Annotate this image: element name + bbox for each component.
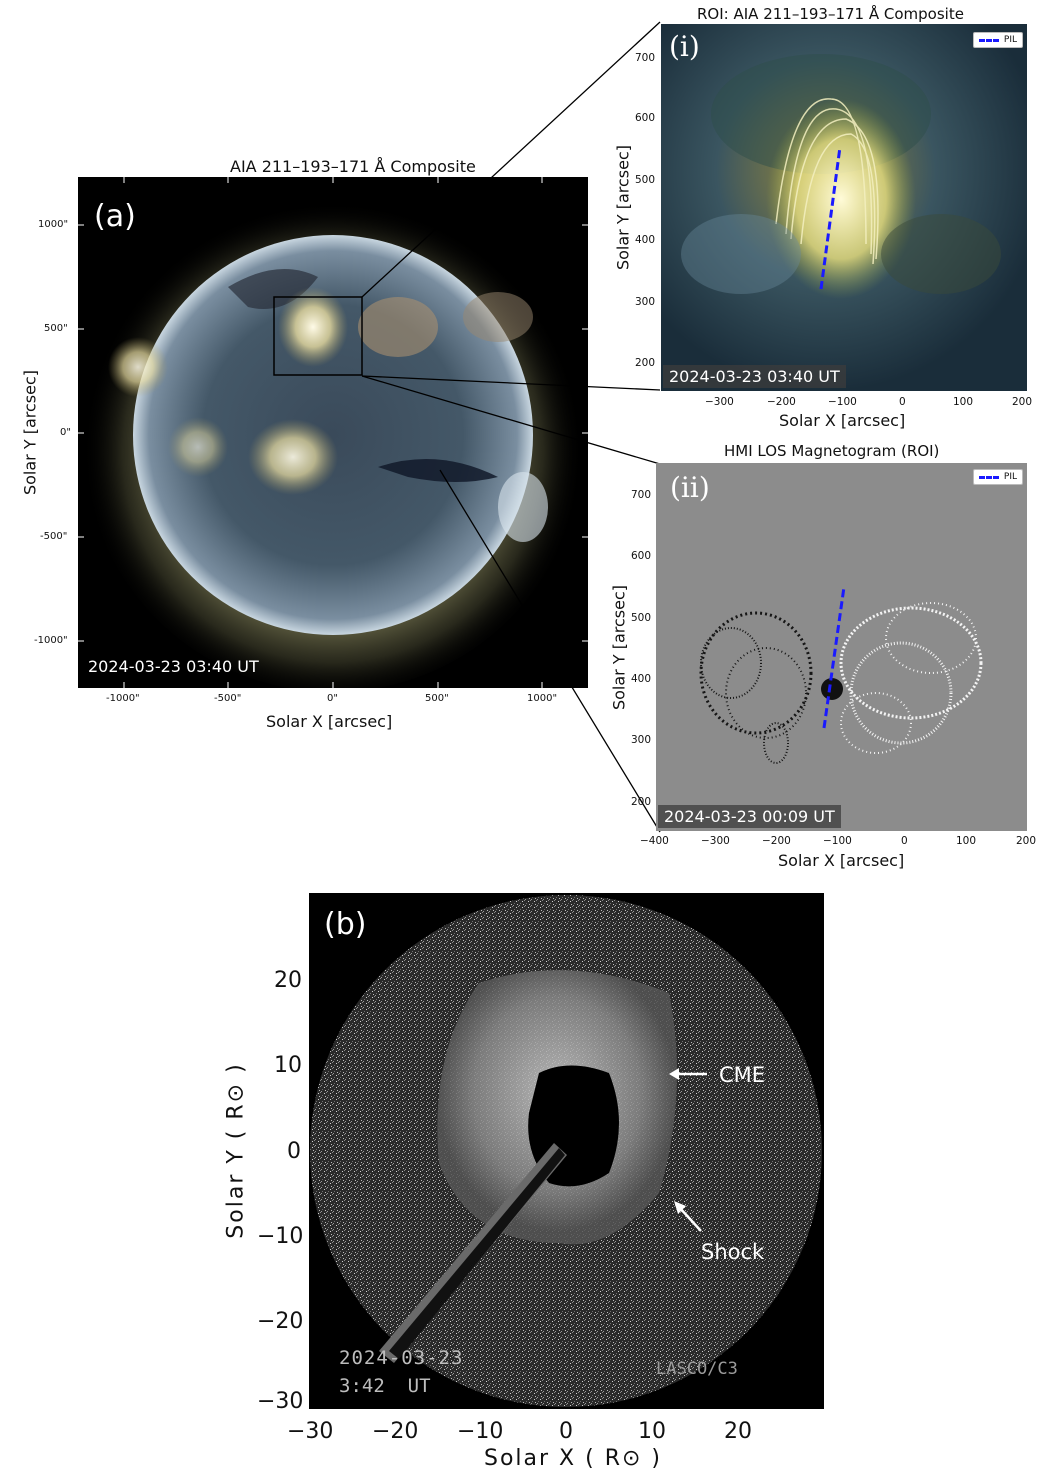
panel-i-ylabel: Solar Y [arcsec]: [613, 145, 633, 271]
panel-b-time: 3:42 UT: [339, 1375, 431, 1397]
panel-a-xtick: 0": [327, 693, 338, 704]
panel-a-title: AIA 211–193–171 Å Composite: [230, 157, 476, 176]
panel-i-ytick: 300: [635, 296, 656, 308]
panel-ii-timestamp: 2024-03-23 00:09 UT: [658, 805, 841, 828]
panel-ii-ytick: 500: [631, 612, 652, 624]
pil-legend-swatch: [978, 475, 999, 479]
panel-ii-ytick: 400: [631, 673, 652, 685]
panel-i-title: ROI: AIA 211–193–171 Å Composite: [697, 5, 964, 23]
panel-i-ytick: 700: [635, 52, 656, 64]
panel-i-xtick: −200: [767, 396, 796, 408]
panel-b-instrument: LASCO/C3: [656, 1359, 738, 1379]
panel-ii-xtick: −200: [762, 835, 791, 847]
panel-ii-ytick: 300: [631, 734, 652, 746]
panel-a-full-disk-image: (a) 2024-03-23 03:40 UT: [78, 177, 588, 688]
panel-a-ytick: 1000": [38, 219, 69, 230]
panel-b-ytick: −20: [257, 1309, 304, 1334]
shock-label: Shock: [701, 1240, 765, 1264]
panel-i-xtick: 200: [1012, 396, 1033, 408]
panel-b-ytick: 20: [274, 968, 302, 993]
panel-ii-legend-label: PIL: [1003, 472, 1017, 482]
panel-b-xtick: 20: [724, 1419, 752, 1444]
panel-i-legend: PIL: [972, 32, 1023, 48]
panel-i-xtick: 0: [899, 396, 906, 408]
panel-i-ytick: 200: [635, 357, 656, 369]
panel-b-tag: (b): [324, 907, 367, 942]
panel-a-ytick: 0": [60, 427, 71, 438]
panel-b-ytick: −30: [257, 1389, 304, 1414]
panel-b-xtick: 0: [559, 1419, 573, 1444]
panel-i-xlabel: Solar X [arcsec]: [779, 411, 906, 430]
panel-ii-ytick: 200: [631, 796, 652, 808]
panel-ii-xtick: −300: [701, 835, 730, 847]
panel-b-ytick: 0: [287, 1139, 301, 1164]
panel-ii-xtick: −100: [823, 835, 852, 847]
panel-i-timestamp: 2024-03-23 03:40 UT: [663, 365, 846, 388]
panel-ii-xtick: 0: [901, 835, 908, 847]
panel-a-ylabel: Solar Y [arcsec]: [20, 370, 40, 496]
panel-ii-xtick: −400: [640, 835, 669, 847]
panel-i-tag: (i): [669, 30, 700, 63]
panel-a-ytick: 500": [44, 323, 68, 334]
panel-ii-xtick: 100: [956, 835, 977, 847]
panel-b-xlabel: Solar X ( R⊙ ): [484, 1446, 662, 1471]
panel-b-xtick: −30: [287, 1419, 334, 1444]
panel-i-ytick: 600: [635, 112, 656, 124]
panel-i-legend-label: PIL: [1003, 35, 1017, 45]
panel-ii-legend: PIL: [972, 469, 1023, 485]
panel-a-tag: (a): [94, 199, 136, 234]
panel-b-xtick: −20: [372, 1419, 419, 1444]
panel-a-xtick: -500": [214, 693, 242, 704]
panel-a-xtick: -1000": [106, 693, 140, 704]
panel-i-xtick: −100: [828, 396, 857, 408]
panel-a-xtick: 1000": [527, 693, 558, 704]
panel-b-ylabel: Solar Y ( R⊙ ): [223, 1062, 249, 1239]
panel-ii-tag: (ii): [670, 471, 710, 504]
panel-ii-ytick: 700: [631, 489, 652, 501]
panel-ii-xtick: 200: [1016, 835, 1037, 847]
cme-label: CME: [719, 1063, 766, 1087]
panel-i-ytick: 500: [635, 174, 656, 186]
panel-i-xtick: −300: [705, 396, 734, 408]
panel-ii-ytick: 600: [631, 550, 652, 562]
panel-ii-xlabel: Solar X [arcsec]: [778, 851, 905, 870]
panel-i-ytick: 400: [635, 234, 656, 246]
panel-i-roi-image: (i) PIL 2024-03-23 03:40 UT: [661, 24, 1027, 391]
panel-ii-ylabel: Solar Y [arcsec]: [609, 585, 629, 711]
panel-b-ytick: −10: [257, 1224, 304, 1249]
panel-b-lasco-image: (b) CME Shock 2024-03-23 3:42 UT LASCO/C…: [309, 893, 824, 1409]
panel-b-xtick: 10: [638, 1419, 666, 1444]
panel-b-date: 2024-03-23: [339, 1347, 464, 1369]
panel-b-ytick: 10: [274, 1053, 302, 1078]
pil-legend-swatch: [978, 38, 999, 42]
panel-ii-title: HMI LOS Magnetogram (ROI): [724, 442, 940, 460]
panel-b-xtick: −10: [457, 1419, 504, 1444]
panel-a-ytick: -1000": [34, 635, 68, 646]
panel-a-xtick: 500": [425, 693, 449, 704]
panel-ii-magnetogram-image: (ii) PIL 2024-03-23 00:09 UT: [656, 463, 1027, 831]
panel-a-ytick: -500": [40, 531, 68, 542]
panel-a-timestamp: 2024-03-23 03:40 UT: [88, 657, 259, 676]
panel-i-xtick: 100: [953, 396, 974, 408]
panel-a-xlabel: Solar X [arcsec]: [266, 712, 393, 731]
